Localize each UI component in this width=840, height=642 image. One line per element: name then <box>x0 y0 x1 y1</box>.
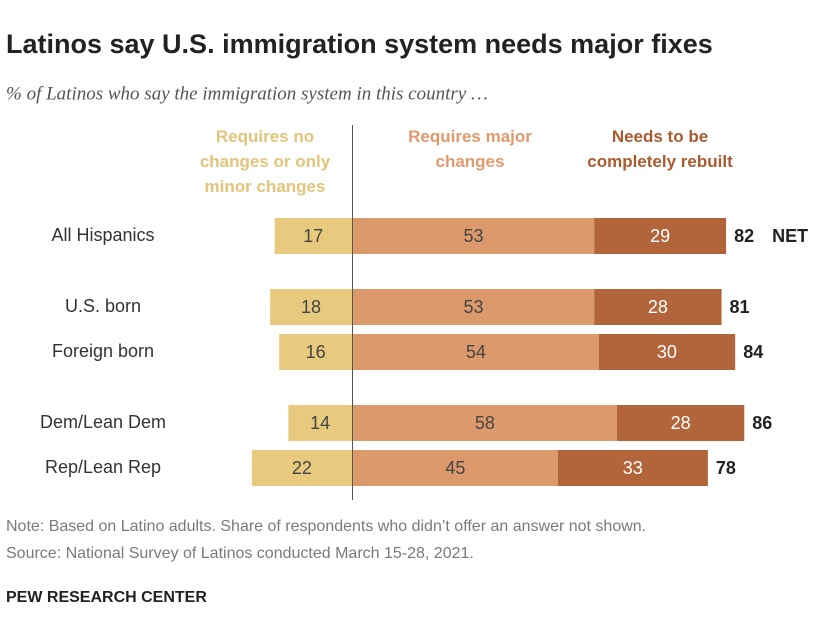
bar <box>274 218 352 254</box>
value-label: 22 <box>292 458 312 478</box>
value-label: 16 <box>306 342 326 362</box>
bar <box>353 405 617 441</box>
source: Source: National Survey of Latinos condu… <box>6 545 474 562</box>
bar <box>557 450 708 486</box>
net-suffix: NET <box>772 226 808 246</box>
bar <box>288 405 352 441</box>
legend-entry: Requires no changes or only minor change… <box>199 127 331 196</box>
net-label: 82 <box>734 226 754 246</box>
net-label: 84 <box>743 342 763 362</box>
category-label: Dem/Lean Dem <box>40 412 166 432</box>
value-label: 17 <box>303 226 323 246</box>
value-label: 53 <box>464 226 484 246</box>
chart-title: Latinos say U.S. immigration system need… <box>6 29 713 59</box>
bar <box>616 405 745 441</box>
value-label: 33 <box>623 458 643 478</box>
value-label: 29 <box>650 226 670 246</box>
value-label: 28 <box>671 413 691 433</box>
value-label: 28 <box>648 297 668 317</box>
value-label: 54 <box>466 342 486 362</box>
chart-subtitle: % of Latinos who say the immigration sys… <box>6 83 488 104</box>
bar <box>598 334 736 370</box>
value-label: 53 <box>464 297 484 317</box>
bar <box>279 334 352 370</box>
category-label: U.S. born <box>65 296 141 316</box>
bar <box>353 289 595 325</box>
bar <box>353 218 595 254</box>
bar <box>594 289 722 325</box>
value-label: 30 <box>657 342 677 362</box>
net-label: 86 <box>752 413 772 433</box>
bar <box>251 450 352 486</box>
legend-entry: Requires major changes <box>408 127 532 171</box>
legend-entry: Needs to be completely rebuilt <box>587 127 733 171</box>
note: Note: Based on Latino adults. Share of r… <box>6 518 646 535</box>
bar <box>353 450 558 486</box>
value-label: 45 <box>445 458 465 478</box>
bar <box>270 289 352 325</box>
net-label: 81 <box>730 297 750 317</box>
value-label: 14 <box>310 413 330 433</box>
bar <box>594 218 727 254</box>
category-label: All Hispanics <box>51 225 154 245</box>
footer: PEW RESEARCH CENTER <box>6 589 207 606</box>
category-label: Foreign born <box>52 341 154 361</box>
category-label: Rep/Lean Rep <box>45 457 161 477</box>
bar <box>353 334 599 370</box>
value-label: 18 <box>301 297 321 317</box>
value-label: 58 <box>475 413 495 433</box>
net-label: 78 <box>716 458 736 478</box>
